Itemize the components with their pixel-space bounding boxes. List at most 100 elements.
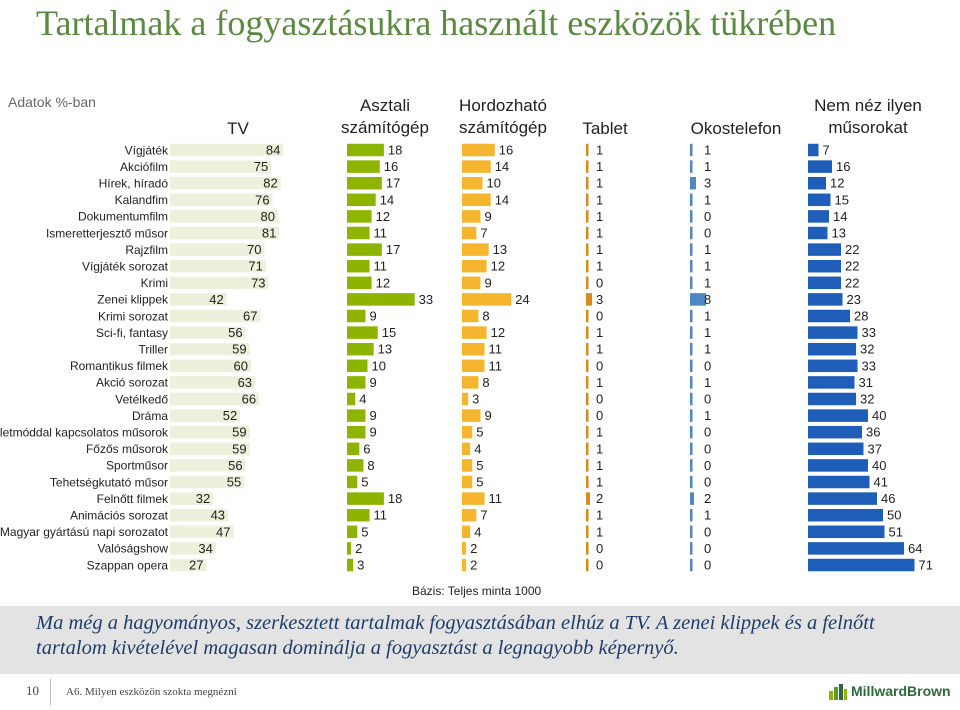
bar-none: [808, 342, 856, 356]
bar-tablet: [586, 558, 589, 572]
bar-desktop: [347, 409, 366, 422]
bar-portable: [462, 442, 471, 456]
data-label-tablet: 0: [596, 358, 603, 373]
bar-portable: [462, 276, 481, 290]
bar-tablet: [586, 276, 589, 290]
data-label-none: 32: [860, 392, 874, 407]
data-label-desktop: 14: [380, 192, 394, 207]
bar-smartphone: [690, 143, 693, 157]
data-label-none: 33: [862, 358, 876, 373]
bar-smartphone: [690, 492, 694, 505]
bar-desktop: [347, 176, 382, 190]
bar-tablet: [586, 193, 589, 207]
bar-tablet: [586, 525, 589, 539]
bar-tv: [170, 409, 241, 422]
bar-desktop: [347, 525, 358, 539]
data-label-portable: 9: [484, 275, 491, 290]
data-label-none: 33: [862, 325, 876, 340]
bar-tablet: [586, 459, 589, 472]
data-label-none: 41: [874, 475, 888, 490]
data-label-tv: 27: [189, 558, 203, 573]
footer: [0, 674, 960, 710]
bar-desktop: [347, 359, 368, 373]
data-label-tv: 82: [263, 176, 277, 191]
category-label: Ismeretterjesztő műsor: [46, 226, 168, 240]
data-label-smartphone: 0: [704, 209, 711, 224]
bar-desktop: [347, 508, 370, 522]
bar-smartphone: [690, 309, 693, 323]
bar-portable: [462, 342, 485, 356]
bar-tablet: [586, 309, 589, 323]
bar-portable: [462, 160, 491, 173]
question-reference: A6. Milyen eszközön szokta megnézni: [66, 686, 237, 698]
bar-desktop: [347, 259, 370, 273]
bar-tv: [170, 342, 250, 356]
category-label: Magyar gyártású napi sorozatot: [0, 525, 169, 539]
data-label-tv: 55: [227, 475, 241, 490]
data-label-tablet: 1: [596, 342, 603, 357]
bar-tv: [170, 193, 273, 207]
bar-portable: [462, 326, 487, 339]
bar-tv: [170, 359, 251, 373]
data-label-tv: 59: [232, 425, 246, 440]
data-label-portable: 5: [476, 475, 483, 490]
device-usage-chart: Vígjáték Akciófilm Hírek, híradó Kalandfim D…: [0, 143, 933, 573]
data-label-portable: 4: [474, 524, 481, 539]
data-label-tv: 52: [223, 408, 237, 423]
bar-smartphone: [690, 160, 693, 173]
data-label-tv: 60: [234, 358, 248, 373]
data-label-desktop: 16: [384, 159, 398, 174]
category-label: Krimi sorozat: [98, 309, 169, 323]
data-label-none: 50: [887, 508, 901, 523]
data-label-portable: 5: [476, 425, 483, 440]
data-label-none: 22: [845, 242, 859, 257]
bar-tv: [170, 442, 250, 456]
data-label-smartphone: 1: [704, 408, 711, 423]
data-label-none: 7: [823, 143, 830, 158]
bar-tablet: [586, 442, 589, 456]
data-label-tablet: 1: [596, 143, 603, 158]
bar-tv: [170, 558, 207, 572]
data-label-tv: 81: [262, 226, 276, 241]
bar-portable: [462, 558, 467, 572]
bar-portable: [462, 210, 481, 223]
bar-tablet: [586, 293, 592, 306]
bar-none: [808, 376, 855, 389]
bar-none: [808, 359, 858, 373]
data-label-tablet: 1: [596, 441, 603, 456]
bar-smartphone: [690, 276, 693, 290]
data-label-tv: 80: [261, 209, 275, 224]
bar-none: [808, 193, 831, 207]
data-label-smartphone: 1: [704, 309, 711, 324]
bar-tablet: [586, 359, 589, 373]
bar-desktop: [347, 475, 358, 489]
bar-portable: [462, 226, 477, 240]
data-label-none: 23: [847, 292, 861, 307]
data-label-desktop: 8: [367, 458, 374, 473]
conclusion-band: [0, 606, 960, 674]
bar-smartphone: [690, 459, 693, 472]
bar-portable: [462, 293, 512, 306]
data-label-portable: 9: [484, 408, 491, 423]
bar-smartphone: [690, 293, 706, 306]
bar-desktop: [347, 243, 382, 256]
data-label-tv: 63: [238, 375, 252, 390]
bar-smartphone: [690, 210, 693, 223]
bar-portable: [462, 143, 495, 157]
data-label-tablet: 1: [596, 508, 603, 523]
bar-tv: [170, 226, 280, 240]
data-label-tv: 71: [248, 259, 262, 274]
bar-none: [808, 243, 841, 256]
bar-none: [808, 558, 915, 572]
conclusion-text: Ma még a hagyományos, szerkesztett tarta…: [36, 612, 875, 659]
data-label-none: 22: [845, 275, 859, 290]
data-label-none: 32: [860, 342, 874, 357]
data-label-portable: 8: [482, 375, 489, 390]
bar-smartphone: [690, 425, 693, 439]
data-label-tv: 66: [242, 392, 256, 407]
bar-tablet: [586, 160, 589, 173]
bar-desktop: [347, 143, 384, 157]
data-label-none: 16: [836, 159, 850, 174]
bar-smartphone: [690, 508, 693, 522]
data-label-smartphone: 1: [704, 508, 711, 523]
